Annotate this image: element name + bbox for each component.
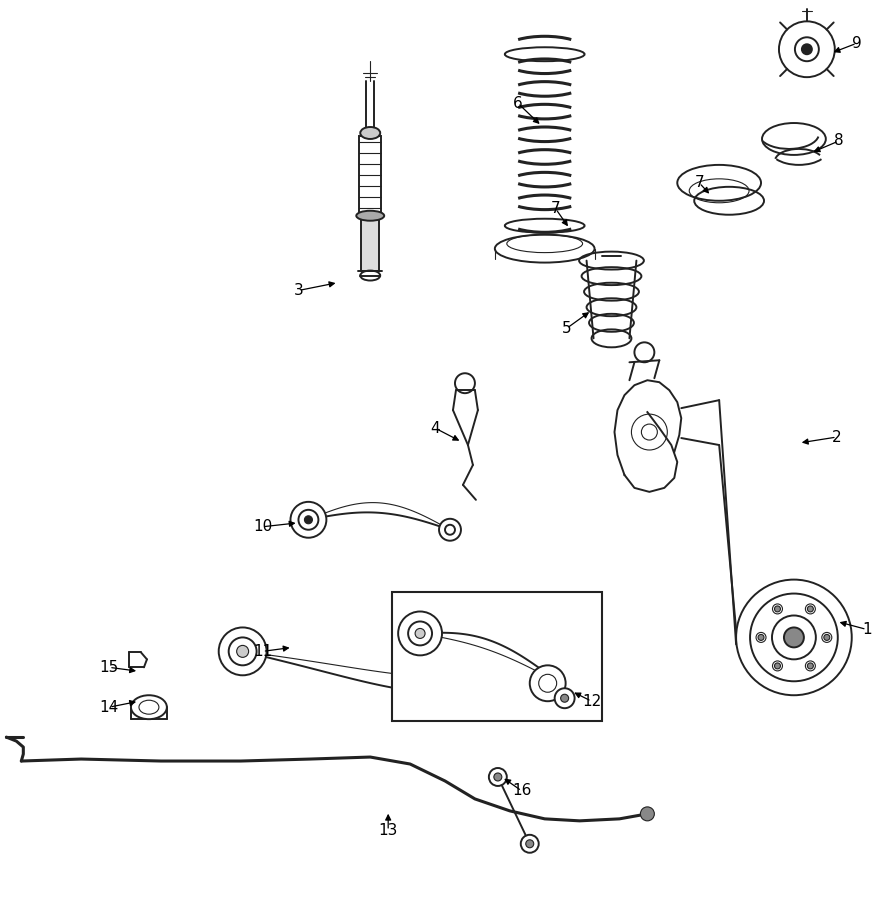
Circle shape <box>801 44 811 54</box>
Text: 14: 14 <box>99 699 119 715</box>
Text: 7: 7 <box>694 176 704 190</box>
Circle shape <box>560 694 568 702</box>
Text: 13: 13 <box>378 824 398 838</box>
Bar <box>361 216 379 271</box>
Circle shape <box>398 611 442 655</box>
Circle shape <box>493 773 502 781</box>
Text: 10: 10 <box>253 519 272 535</box>
Text: 5: 5 <box>561 321 570 336</box>
Bar <box>358 136 381 216</box>
Circle shape <box>755 633 765 643</box>
Circle shape <box>806 606 813 612</box>
Circle shape <box>822 634 829 641</box>
Circle shape <box>821 633 831 643</box>
Text: 2: 2 <box>831 429 840 445</box>
Circle shape <box>772 661 781 670</box>
Text: 3: 3 <box>293 283 303 298</box>
Circle shape <box>772 604 781 614</box>
Circle shape <box>640 807 654 821</box>
Circle shape <box>805 661 814 670</box>
Text: 16: 16 <box>511 783 531 798</box>
Text: 15: 15 <box>99 660 119 675</box>
Circle shape <box>564 662 584 681</box>
Circle shape <box>488 768 506 786</box>
Text: 7: 7 <box>550 202 560 216</box>
Circle shape <box>773 606 780 612</box>
Circle shape <box>218 627 266 675</box>
Circle shape <box>554 688 574 708</box>
Ellipse shape <box>356 211 384 220</box>
Circle shape <box>735 580 851 695</box>
Circle shape <box>806 663 813 669</box>
Circle shape <box>236 645 249 657</box>
Text: 9: 9 <box>851 36 861 50</box>
Circle shape <box>415 628 425 638</box>
Bar <box>392 591 601 721</box>
Circle shape <box>291 502 326 537</box>
Ellipse shape <box>131 695 166 719</box>
Circle shape <box>757 634 763 641</box>
Circle shape <box>773 663 780 669</box>
Circle shape <box>538 644 570 675</box>
Circle shape <box>570 667 578 675</box>
Circle shape <box>304 516 312 524</box>
Circle shape <box>529 665 565 701</box>
Text: 8: 8 <box>833 133 843 148</box>
Circle shape <box>805 604 814 614</box>
Text: 1: 1 <box>861 622 871 637</box>
Text: 4: 4 <box>430 420 439 436</box>
Circle shape <box>783 627 803 647</box>
Circle shape <box>439 518 460 541</box>
Ellipse shape <box>360 127 380 139</box>
Text: 12: 12 <box>581 694 601 708</box>
Text: 6: 6 <box>512 95 522 111</box>
Circle shape <box>525 840 533 848</box>
Text: 11: 11 <box>253 644 272 659</box>
Circle shape <box>520 835 538 852</box>
